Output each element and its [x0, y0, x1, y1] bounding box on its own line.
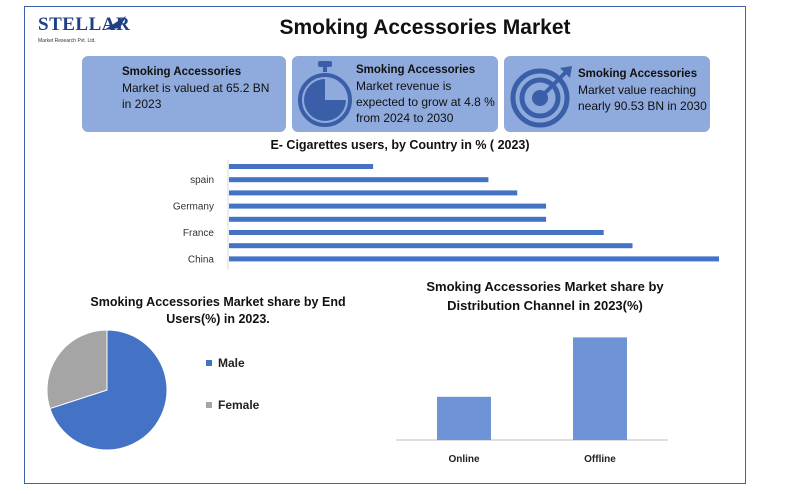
country-chart-title: E- Cigarettes users, by Country in % ( 2… — [270, 138, 530, 152]
stat-card-growth: Smoking Accessories Market revenue is ex… — [292, 56, 498, 132]
legend-label-female: Female — [218, 398, 260, 412]
card-body: Market revenue is expected to grow at 4.… — [356, 79, 495, 125]
legend-swatch — [206, 360, 212, 366]
country-bar — [229, 164, 374, 169]
country-bar — [229, 243, 633, 249]
target-icon — [510, 66, 572, 128]
country-bar — [229, 216, 547, 222]
card-heading: Smoking Accessories — [356, 64, 476, 76]
card-body: Market value reaching nearly 90.53 BN in… — [578, 83, 707, 113]
card-body: Market is valued at 65.2 BN in 2023 — [122, 81, 270, 111]
pie-slice-female — [46, 329, 108, 410]
distribution-bar-offline — [573, 337, 627, 440]
pie-slice-male — [49, 329, 168, 451]
logo: STELLAR Market Research Pvt. Ltd. — [34, 12, 134, 50]
legend-swatch — [206, 402, 212, 408]
logo-swoosh-icon — [104, 16, 126, 30]
country-bar — [229, 190, 518, 196]
end-users-pie-chart: Male Female — [46, 329, 260, 451]
country-bar-chart: China France Germany spain — [173, 160, 719, 270]
card-heading: Smoking Accessories — [578, 68, 698, 80]
logo-subtext: Market Research Pvt. Ltd. — [38, 38, 96, 44]
country-tick-label: Germany — [173, 202, 214, 213]
infographic-frame — [24, 6, 746, 484]
country-tick-label: spain — [190, 175, 214, 186]
country-bar — [229, 256, 719, 262]
country-tick-label: China — [188, 254, 215, 265]
country-bar — [229, 230, 604, 235]
logo-text: STELLAR — [38, 14, 131, 35]
distribution-bar-online — [437, 396, 491, 440]
distribution-bar-chart: Online Offline — [396, 337, 668, 465]
stat-card-valuation: Smoking Accessories Market is valued at … — [82, 56, 286, 132]
page-title: Smoking Accessories Market — [279, 16, 571, 39]
country-tick-label: France — [183, 228, 215, 239]
country-bar — [229, 177, 489, 183]
stat-card-forecast: Smoking Accessories Market value reachin… — [504, 56, 710, 132]
distribution-tick-label: Online — [448, 454, 480, 465]
distribution-tick-label: Offline — [584, 454, 616, 465]
legend-label-male: Male — [218, 356, 245, 370]
card-heading: Smoking Accessories — [122, 66, 242, 78]
stopwatch-icon — [298, 61, 352, 127]
end-users-chart-title: Smoking Accessories Market share by End … — [90, 295, 346, 326]
distribution-chart-title: Smoking Accessories Market share by Dist… — [426, 279, 664, 313]
country-bar — [229, 203, 547, 209]
